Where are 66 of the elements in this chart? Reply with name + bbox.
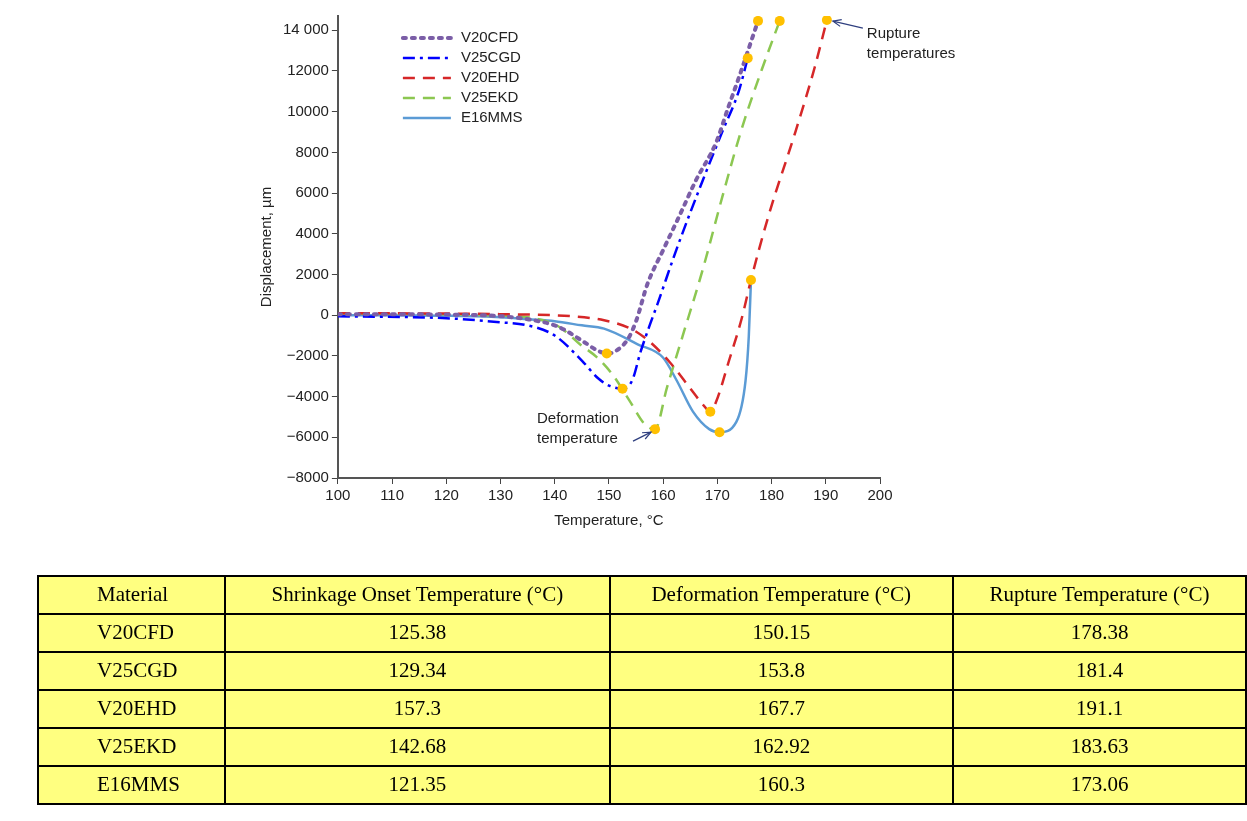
- text: 167.7: [609, 690, 953, 728]
- legend-label: E16MMS: [460, 108, 523, 126]
- category-label: Deformation Temperature (°C): [609, 576, 953, 614]
- text: 142.68: [225, 728, 610, 766]
- text: 160.3: [609, 766, 953, 804]
- x-tick-label: 190: [813, 486, 839, 504]
- x-tick-label: 130: [488, 486, 514, 504]
- x-tick-label: 150: [596, 486, 622, 504]
- text: 150.15: [609, 614, 953, 652]
- point: [714, 427, 725, 438]
- text: 191.1: [953, 690, 1246, 728]
- y-tick-label: −8000: [286, 468, 329, 486]
- category-label: Material: [38, 576, 226, 614]
- x-axis-title: Temperature, °C: [554, 511, 664, 529]
- annotation: Rupture temperatures: [866, 24, 956, 62]
- text: 125.38: [225, 614, 610, 652]
- y-tick-label: 2000: [295, 264, 329, 282]
- text: 129.34: [225, 652, 610, 690]
- annotation: Deformation temperature: [537, 409, 619, 447]
- category-label: Shrinkage Onset Temperature (°C): [225, 576, 610, 614]
- legend-label: V25CGD: [460, 48, 522, 66]
- point: [821, 16, 832, 26]
- x-tick-label: 180: [759, 486, 785, 504]
- legend-label: V25EKD: [460, 88, 519, 106]
- point: [753, 16, 764, 26]
- text: 181.4: [953, 652, 1246, 690]
- category-label: Rupture Temperature (°C): [953, 576, 1246, 614]
- y-tick-label: 0: [320, 305, 329, 323]
- x-tick-label: 200: [867, 486, 893, 504]
- point: [774, 16, 785, 26]
- text: V20EHD: [38, 690, 226, 728]
- x-tick-label: 120: [433, 486, 459, 504]
- y-tick-label: −2000: [286, 346, 329, 364]
- y-tick-label: −4000: [286, 386, 329, 404]
- text: 178.38: [953, 614, 1246, 652]
- text: 173.06: [953, 766, 1246, 804]
- legend-label: V20CFD: [460, 28, 519, 46]
- point: [745, 274, 756, 285]
- text: 121.35: [225, 766, 610, 804]
- point: [617, 383, 628, 394]
- text: V25EKD: [38, 728, 226, 766]
- legend-label: V20EHD: [460, 68, 520, 86]
- x-tick-label: 100: [325, 486, 351, 504]
- x-tick-label: 140: [542, 486, 568, 504]
- text: V20CFD: [38, 614, 226, 652]
- y-tick-label: 4000: [295, 223, 329, 241]
- text: V25CGD: [38, 652, 226, 690]
- text: 162.92: [609, 728, 953, 766]
- point: [650, 424, 661, 435]
- y-tick-label: −6000: [286, 427, 329, 445]
- y-tick-label: 12000: [287, 61, 329, 79]
- text: E16MMS: [38, 766, 226, 804]
- x-tick-label: 110: [380, 486, 405, 504]
- point: [705, 406, 716, 417]
- text: 183.63: [953, 728, 1246, 766]
- text: 157.3: [225, 690, 610, 728]
- x-tick-label: 160: [650, 486, 676, 504]
- point: [601, 348, 612, 359]
- x-tick-label: 170: [704, 486, 730, 504]
- y-tick-label: 8000: [295, 142, 329, 160]
- y-tick-label: 10000: [287, 101, 329, 119]
- y-tick-label: 14 000: [282, 20, 329, 38]
- point: [742, 53, 753, 64]
- text: 153.8: [609, 652, 953, 690]
- y-tick-label: 6000: [295, 183, 329, 201]
- y-axis-title: Displacement, µm: [257, 186, 275, 308]
